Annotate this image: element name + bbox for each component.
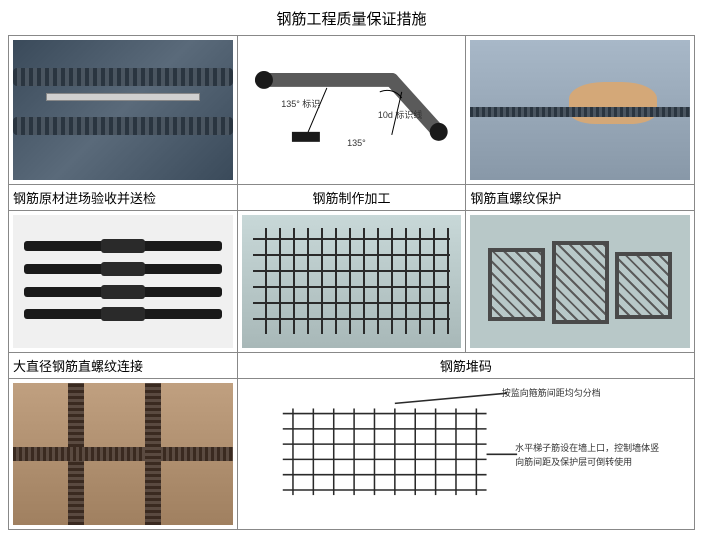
image-row-2 xyxy=(9,210,695,352)
frame-svg xyxy=(242,383,690,526)
splice-photo xyxy=(13,383,233,526)
diagram-top-label: 按监向箍筋间距均匀分档 xyxy=(502,388,601,399)
caption-row-1: 钢筋原材进场验收并送检 钢筋制作加工 钢筋直螺纹保护 xyxy=(9,184,695,210)
diagram-label-left: 135° 标识 xyxy=(281,99,320,110)
diagram-side-label-2: 向筋间距及保护层可倒转使用 xyxy=(515,457,685,468)
caption-4: 大直径钢筋直螺纹连接 xyxy=(9,352,238,378)
diagram-label-bottom: 135° xyxy=(347,138,366,149)
diagram-label-right: 10d 标识线 xyxy=(378,110,423,121)
caption-1: 钢筋原材进场验收并送检 xyxy=(9,184,238,210)
cell-raw-material-inspection xyxy=(9,36,238,185)
caliper-icon xyxy=(46,93,200,101)
image-row-3: 按监向箍筋间距均匀分档 水平梯子筋设在墙上口，控制墙体竖 向筋间距及保护层可倒转… xyxy=(9,378,695,530)
pipe-svg xyxy=(242,40,462,180)
cell-connection-detail xyxy=(9,378,238,530)
cell-bend-diagram: 135° 标识 10d 标识线 135° xyxy=(237,36,466,185)
stirrup-stack-image xyxy=(470,215,690,348)
grid-table: 135° 标识 10d 标识线 135° 钢筋原材进场验收并送检 钢筋制作加工 … xyxy=(8,35,695,530)
document-container: 钢筋工程质量保证措施 xyxy=(0,0,703,534)
hand-rebar-image xyxy=(470,40,690,180)
rebar-caliper-image xyxy=(13,40,233,180)
caption-row-2: 大直径钢筋直螺纹连接 钢筋堆码 xyxy=(9,352,695,378)
cell-coupler-connection xyxy=(9,210,238,352)
cell-stacking-diagram: 按监向箍筋间距均匀分档 水平梯子筋设在墙上口，控制墙体竖 向筋间距及保护层可倒转… xyxy=(237,378,694,530)
caption-2: 钢筋制作加工 xyxy=(237,184,466,210)
rebar-cage-image xyxy=(242,215,462,348)
image-row-1: 135° 标识 10d 标识线 135° xyxy=(9,36,695,185)
caption-3: 钢筋直螺纹保护 xyxy=(466,184,695,210)
caption-5: 钢筋堆码 xyxy=(237,352,694,378)
diagram-side-label-1: 水平梯子筋设在墙上口，控制墙体竖 xyxy=(515,443,685,454)
stacking-diagram: 按监向箍筋间距均匀分档 水平梯子筋设在墙上口，控制墙体竖 向筋间距及保护层可倒转… xyxy=(242,383,690,526)
cell-rebar-cage xyxy=(237,210,466,352)
coupler-image xyxy=(13,215,233,348)
bend-angle-diagram: 135° 标识 10d 标识线 135° xyxy=(242,40,462,180)
cell-thread-protection xyxy=(466,36,695,185)
cage-grid xyxy=(253,228,451,334)
page-title: 钢筋工程质量保证措施 xyxy=(8,4,695,35)
cell-stirrups xyxy=(466,210,695,352)
